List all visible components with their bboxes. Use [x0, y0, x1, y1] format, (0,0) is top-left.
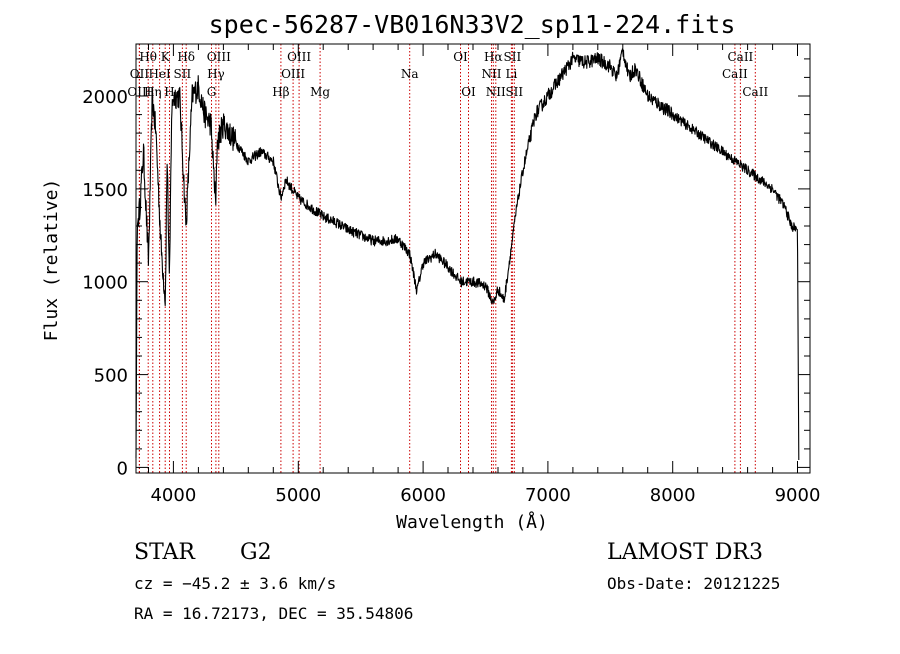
- y-tick-label-2: 1000: [82, 273, 128, 294]
- y-tick-label-4: 2000: [82, 87, 128, 108]
- line-label-1: K: [161, 50, 171, 64]
- line-label-14: Na: [401, 67, 419, 81]
- line-label-15: NII: [482, 67, 502, 81]
- line-label-4: OIII: [287, 50, 311, 64]
- spectral-line-markers: [138, 44, 756, 473]
- line-label-24: OI: [461, 85, 476, 99]
- line-label-11: SII: [174, 67, 192, 81]
- line-label-6: Hα: [484, 50, 503, 64]
- object-subclass: G2: [240, 540, 272, 565]
- x-tick-label-5: 9000: [775, 485, 821, 506]
- line-label-10: HeI: [148, 67, 171, 81]
- y-tick-label-1: 500: [94, 366, 128, 387]
- line-label-23: Mg: [310, 85, 330, 99]
- flux-series-group: [135, 48, 800, 461]
- line-label-0: Hθ: [139, 50, 157, 64]
- line-label-21: G: [207, 85, 217, 99]
- chart-title: spec-56287-VB016N33V2_sp11-224.fits: [209, 10, 736, 39]
- redshift-cz: cz = −45.2 ± 3.6 km/s: [134, 574, 336, 593]
- line-label-17: CaII: [722, 67, 748, 81]
- line-label-19: Hη: [144, 85, 162, 99]
- x-tick-label-2: 6000: [400, 485, 446, 506]
- y-tick-label-3: 1500: [82, 180, 128, 201]
- line-label-12: Hγ: [207, 67, 225, 81]
- line-label-9: OII: [130, 67, 150, 81]
- line-label-22: Hβ: [272, 85, 289, 99]
- line-label-27: CaII: [742, 85, 768, 99]
- line-label-16: Li: [505, 67, 517, 81]
- line-label-8: CaII: [727, 50, 753, 64]
- x-tick-label-3: 7000: [525, 485, 571, 506]
- y-tick-label-0: 0: [117, 458, 128, 479]
- observation-date: Obs-Date: 20121225: [607, 574, 780, 593]
- object-type: STAR: [134, 540, 196, 565]
- line-label-18: OIII: [127, 85, 151, 99]
- line-label-3: OIII: [207, 50, 231, 64]
- flux-series-0: [135, 48, 800, 461]
- line-label-5: OI: [453, 50, 468, 64]
- y-axis-label: Flux (relative): [41, 179, 62, 342]
- line-label-20: H: [164, 85, 174, 99]
- x-tick-label-4: 8000: [650, 485, 696, 506]
- line-label-25: NII: [486, 85, 506, 99]
- plot-frame: [135, 43, 811, 474]
- line-label-2: Hδ: [177, 50, 195, 64]
- x-tick-label-0: 4000: [150, 485, 196, 506]
- ra-dec-coordinates: RA = 16.72173, DEC = 35.54806: [134, 604, 413, 623]
- axis-ticks: 4000 5000 6000 7000 8000 9000 0 500 1000 1500 2000: [82, 44, 820, 506]
- line-label-7: SII: [504, 50, 522, 64]
- survey-name: LAMOST DR3: [607, 540, 763, 565]
- x-tick-label-1: 5000: [275, 485, 321, 506]
- line-label-26: SII: [505, 85, 523, 99]
- line-label-13: OIII: [281, 67, 305, 81]
- x-axis-label: Wavelength (Å): [396, 511, 548, 533]
